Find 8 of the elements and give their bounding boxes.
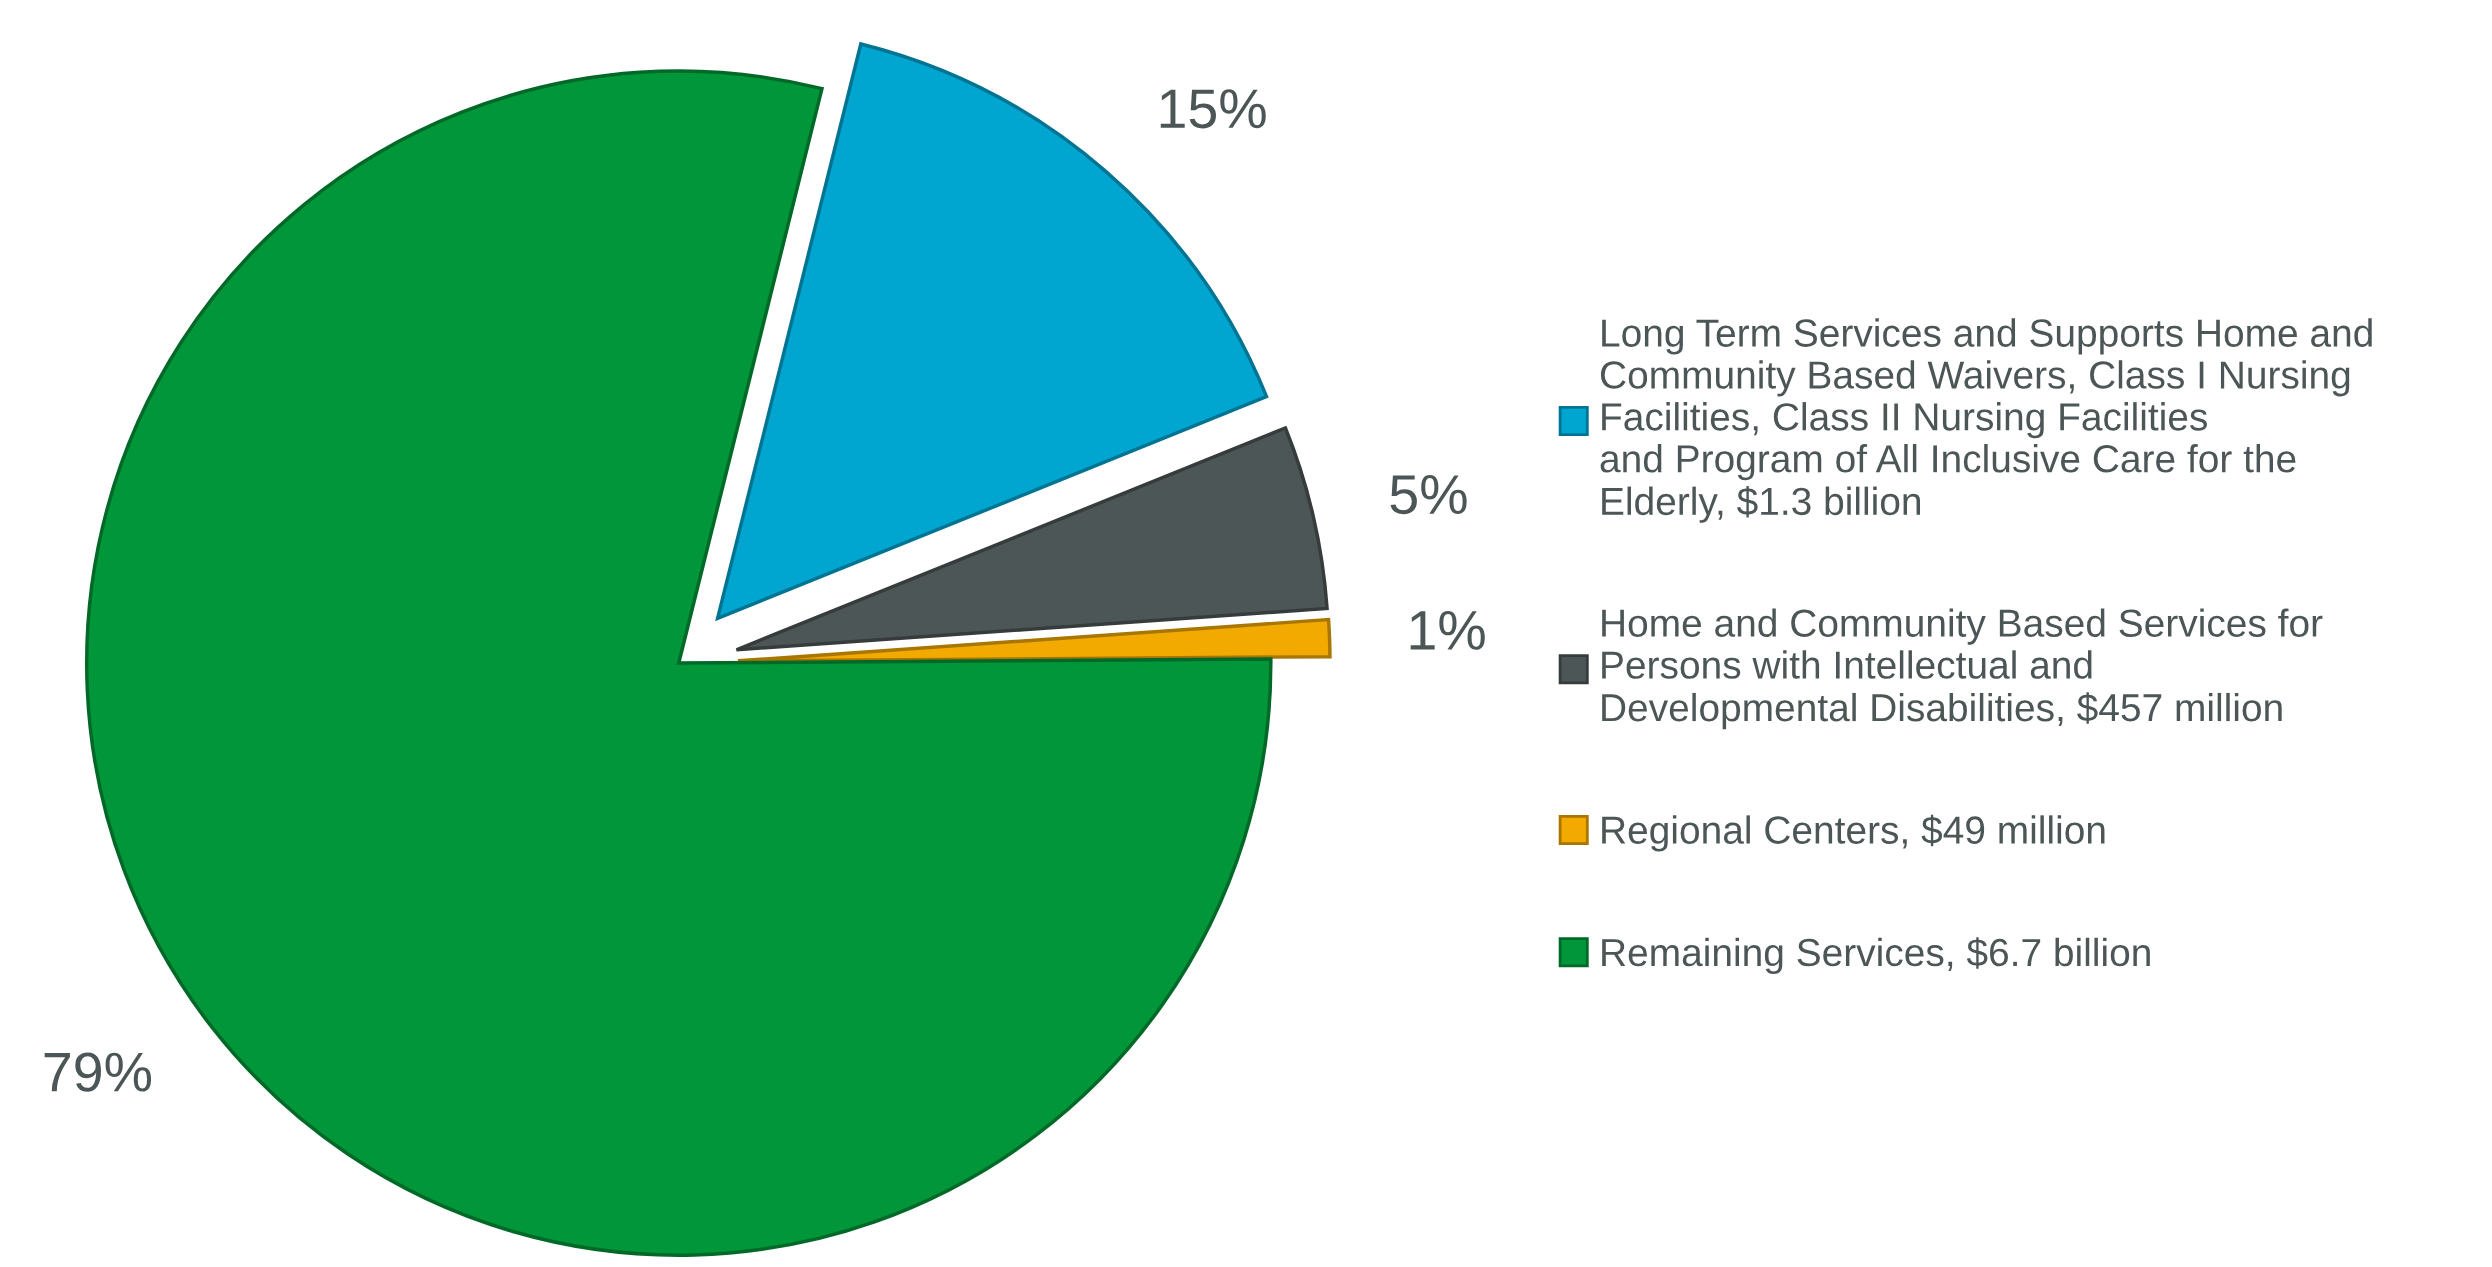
data-label: 79% [44, 1052, 152, 1092]
legend-label: Regional Centers, $49 million [1602, 814, 2105, 852]
legend-label: Remaining Services, $6.7 billion [1602, 937, 2150, 975]
legend-label: Home and Community Based Services for Persons with Intellectual and Developmental Disabilities, $457 million [1602, 608, 2323, 730]
data-label: 15% [1160, 89, 1266, 129]
data-label: 5% [1390, 475, 1467, 515]
data-label: 1% [1410, 610, 1485, 650]
legend-label: Long Term Services and Supports Home and Community Based Waivers, Class I Nursing Facilities, Class II Nursing Facilities and Program of All Inclusive Care for the Elderly, $1.3 billion [1600, 318, 2372, 523]
